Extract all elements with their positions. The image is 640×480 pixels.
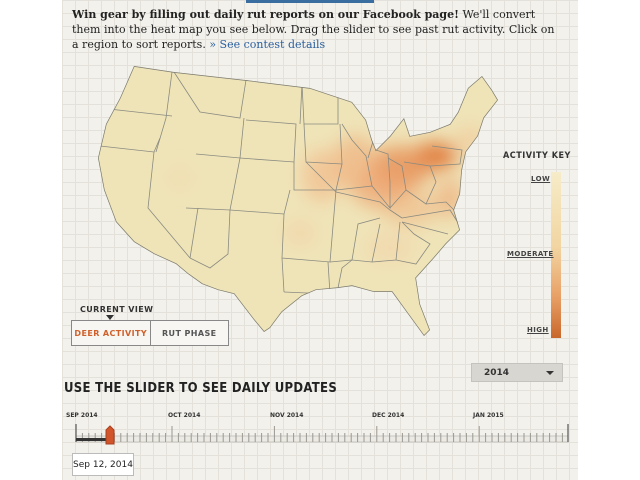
date-slider[interactable] <box>60 418 580 450</box>
current-date-display: Sep 12, 2014 <box>72 453 134 476</box>
us-map-svg[interactable] <box>90 58 500 338</box>
slider-handle[interactable] <box>105 425 115 445</box>
slider-track <box>75 435 569 443</box>
current-view-caret-icon <box>106 315 114 320</box>
intro-text: Win gear by filling out daily rut report… <box>72 7 564 52</box>
key-low-label: LOW <box>531 175 551 183</box>
slider-ticks <box>75 426 563 442</box>
month-label-oct: OCT 2014 <box>168 412 201 419</box>
month-label-sep: SEP 2014 <box>66 412 98 419</box>
rut-phase-tab[interactable]: RUT PHASE <box>162 328 217 338</box>
year-select[interactable]: 2014 <box>471 363 563 382</box>
chevron-down-icon <box>546 371 554 375</box>
view-toggle: DEER ACTIVITY RUT PHASE <box>71 320 229 346</box>
top-tab-accent <box>246 0 374 3</box>
activity-key-title: ACTIVITY KEY <box>503 151 571 161</box>
month-label-jan: JAN 2015 <box>473 412 504 419</box>
slider-progress <box>76 438 110 441</box>
heat-map[interactable] <box>90 58 500 338</box>
key-high-label: HIGH <box>527 326 549 334</box>
heat-overlay <box>166 126 486 336</box>
key-moderate-label: MODERATE <box>507 250 554 258</box>
month-label-dec: DEC 2014 <box>372 412 405 419</box>
slider-title: USE THE SLIDER TO SEE DAILY UPDATES <box>64 381 338 396</box>
year-select-value: 2014 <box>484 367 510 378</box>
current-view-label: CURRENT VIEW <box>80 305 154 314</box>
deer-activity-tab[interactable]: DEER ACTIVITY <box>72 321 151 345</box>
state-borders <box>99 71 463 295</box>
month-label-nov: NOV 2014 <box>270 412 304 419</box>
contest-details-link[interactable]: » See contest details <box>209 38 326 51</box>
intro-lead: Win gear by filling out daily rut report… <box>72 8 459 21</box>
intro-body: We'll convert them into the heat map you… <box>72 8 555 51</box>
activity-key-gradient <box>551 172 561 338</box>
